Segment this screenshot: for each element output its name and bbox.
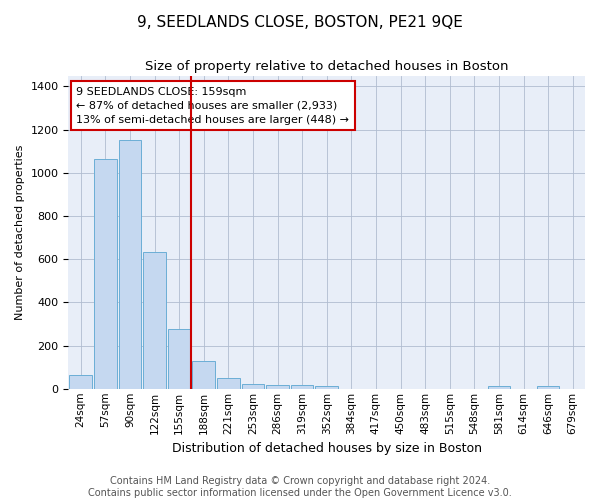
- Bar: [119, 140, 141, 389]
- Bar: [168, 330, 190, 389]
- Bar: [242, 384, 264, 389]
- Bar: [217, 378, 239, 389]
- Bar: [193, 360, 215, 389]
- Bar: [537, 386, 559, 389]
- X-axis label: Distribution of detached houses by size in Boston: Distribution of detached houses by size …: [172, 442, 482, 455]
- Bar: [488, 386, 510, 389]
- Bar: [94, 158, 116, 389]
- Bar: [70, 374, 92, 389]
- Bar: [316, 386, 338, 389]
- Bar: [291, 385, 313, 389]
- Text: 9, SEEDLANDS CLOSE, BOSTON, PE21 9QE: 9, SEEDLANDS CLOSE, BOSTON, PE21 9QE: [137, 15, 463, 30]
- Bar: [143, 252, 166, 389]
- Title: Size of property relative to detached houses in Boston: Size of property relative to detached ho…: [145, 60, 508, 73]
- Y-axis label: Number of detached properties: Number of detached properties: [15, 144, 25, 320]
- Bar: [266, 385, 289, 389]
- Text: 9 SEEDLANDS CLOSE: 159sqm
← 87% of detached houses are smaller (2,933)
13% of se: 9 SEEDLANDS CLOSE: 159sqm ← 87% of detac…: [76, 86, 349, 124]
- Text: Contains HM Land Registry data © Crown copyright and database right 2024.
Contai: Contains HM Land Registry data © Crown c…: [88, 476, 512, 498]
